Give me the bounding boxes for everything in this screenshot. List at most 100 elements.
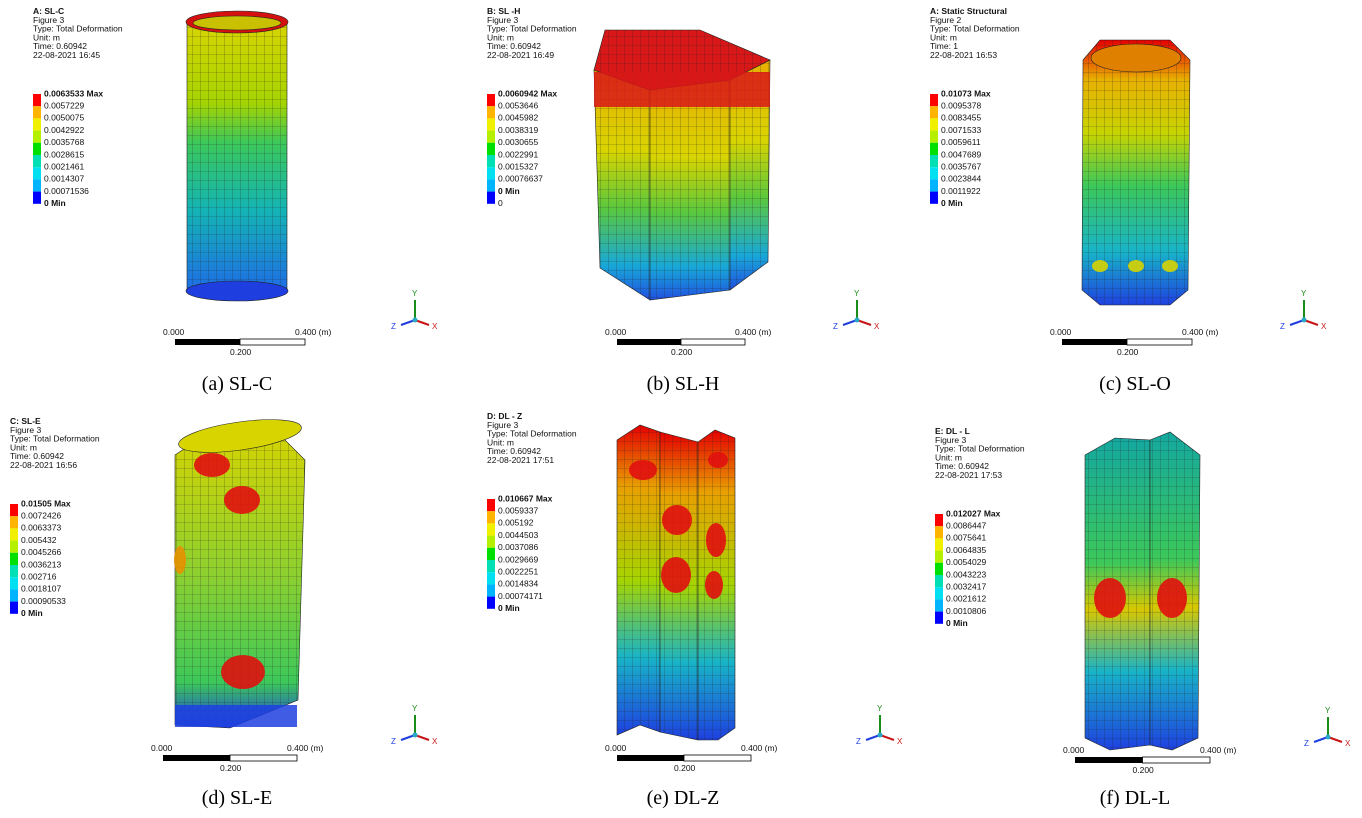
- legend-swatch: [935, 551, 943, 563]
- legend-label: 0.0030655: [498, 137, 538, 147]
- legend-swatch: [935, 514, 943, 526]
- legend-label: 0.0028615: [44, 149, 84, 159]
- legend-label: 0.0010806: [946, 606, 986, 616]
- scale-mid: 0.200: [230, 347, 252, 357]
- legend-label: 0.0011922: [941, 186, 981, 196]
- triad-label: X: [432, 737, 438, 746]
- triad-label: Z: [833, 322, 838, 331]
- scale-start: 0.000: [605, 327, 627, 337]
- legend-swatch: [487, 572, 495, 584]
- legend-swatch: [33, 179, 41, 191]
- scale-end: 0.400 (m): [287, 743, 324, 753]
- caption: (c) SL-O: [1099, 373, 1171, 395]
- triad-label: X: [432, 322, 438, 331]
- scale-black: [617, 339, 681, 345]
- hot-spot: [705, 571, 723, 599]
- hot-spot: [1094, 578, 1126, 618]
- caption: (a) SL-C: [202, 373, 273, 395]
- scale-black: [163, 755, 230, 761]
- legend-swatch: [487, 511, 495, 523]
- legend-swatch: [930, 106, 938, 118]
- legend-swatch: [930, 94, 938, 106]
- legend-swatch: [10, 589, 18, 601]
- scale-white: [684, 755, 751, 761]
- legend-swatch: [935, 538, 943, 550]
- legend-label: 0.0044503: [498, 530, 538, 540]
- legend-swatch: [487, 143, 495, 155]
- scale-end: 0.400 (m): [735, 327, 772, 337]
- legend-label: 0.0043223: [946, 569, 986, 579]
- legend-swatch: [487, 548, 495, 560]
- legend-swatch: [930, 155, 938, 167]
- legend-swatch: [935, 575, 943, 587]
- legend-label: 0.0075641: [946, 533, 986, 543]
- scale-white: [240, 339, 305, 345]
- legend-label: 0.002716: [21, 571, 57, 581]
- legend-swatch: [33, 118, 41, 130]
- legend-swatch: [487, 560, 495, 572]
- legend-swatch: [930, 192, 938, 204]
- legend-label: 0.0022251: [498, 566, 538, 576]
- scale-white: [1143, 757, 1211, 763]
- legend-label: 0.0015327: [498, 161, 538, 171]
- legend-swatch: [487, 106, 495, 118]
- legend-swatch: [487, 131, 495, 143]
- hot-spot: [708, 452, 728, 468]
- legend-label: 0.005432: [21, 535, 57, 545]
- triad-label: Z: [391, 737, 396, 746]
- triad-origin: [878, 733, 883, 738]
- triad-label: Z: [856, 737, 861, 746]
- legend-label: 0.00071536: [44, 186, 89, 196]
- figure: A: SL-CFigure 3Type: Total DeformationUn…: [0, 0, 1362, 818]
- scale-end: 0.400 (m): [741, 743, 778, 753]
- legend-label: 0.0038319: [498, 125, 538, 135]
- scale-black: [617, 755, 684, 761]
- legend-label: 0.0014307: [44, 174, 84, 184]
- legend-label: 0.0053646: [498, 100, 538, 110]
- triad-label: X: [1345, 739, 1351, 748]
- mesh: [187, 22, 287, 290]
- legend-label: 0.0047689: [941, 149, 981, 159]
- hot-spot: [1162, 260, 1178, 272]
- hot-spot: [221, 655, 265, 689]
- scale-start: 0.000: [1063, 745, 1085, 755]
- legend-label: 0.0035768: [44, 137, 84, 147]
- triad-label: Y: [1301, 289, 1307, 298]
- scale-end: 0.400 (m): [295, 327, 332, 337]
- legend-swatch: [930, 118, 938, 130]
- legend-swatch: [930, 167, 938, 179]
- triad-label: X: [874, 322, 880, 331]
- scale-mid: 0.200: [674, 763, 696, 773]
- legend-swatch: [930, 179, 938, 191]
- legend-label: 0.0054029: [946, 557, 986, 567]
- legend-swatch: [33, 192, 41, 204]
- legend-label: 0 Min: [21, 608, 43, 618]
- scale-mid: 0.200: [1117, 347, 1139, 357]
- legend-swatch: [10, 516, 18, 528]
- legend-label: 0 Min: [946, 618, 968, 628]
- scale-start: 0.000: [163, 327, 185, 337]
- legend-label: 0.0045982: [498, 113, 538, 123]
- legend-swatch: [930, 131, 938, 143]
- legend-label: 0.01073 Max: [941, 88, 991, 98]
- legend-swatch: [487, 523, 495, 535]
- legend-swatch: [487, 155, 495, 167]
- header-line: 22-08-2021 17:51: [487, 455, 554, 465]
- hot-spot: [194, 453, 230, 477]
- legend-label: 0.0057229: [44, 100, 84, 110]
- triad-origin: [1302, 318, 1307, 323]
- legend-label: 0.01505 Max: [21, 498, 71, 508]
- legend-swatch: [487, 192, 495, 204]
- triad-label: Y: [854, 289, 860, 298]
- legend-label: 0.0022991: [498, 149, 538, 159]
- legend-label: 0.0064835: [946, 545, 986, 555]
- triad-label: Y: [412, 289, 418, 298]
- header-line: 22-08-2021 16:49: [487, 50, 554, 60]
- legend-label: 0.0035767: [941, 161, 981, 171]
- legend-swatch: [487, 94, 495, 106]
- legend-label: 0.00090533: [21, 596, 66, 606]
- legend-swatch: [10, 565, 18, 577]
- triad-label: Z: [1304, 739, 1309, 748]
- legend-label: 0: [498, 198, 503, 208]
- scale-start: 0.000: [1050, 327, 1072, 337]
